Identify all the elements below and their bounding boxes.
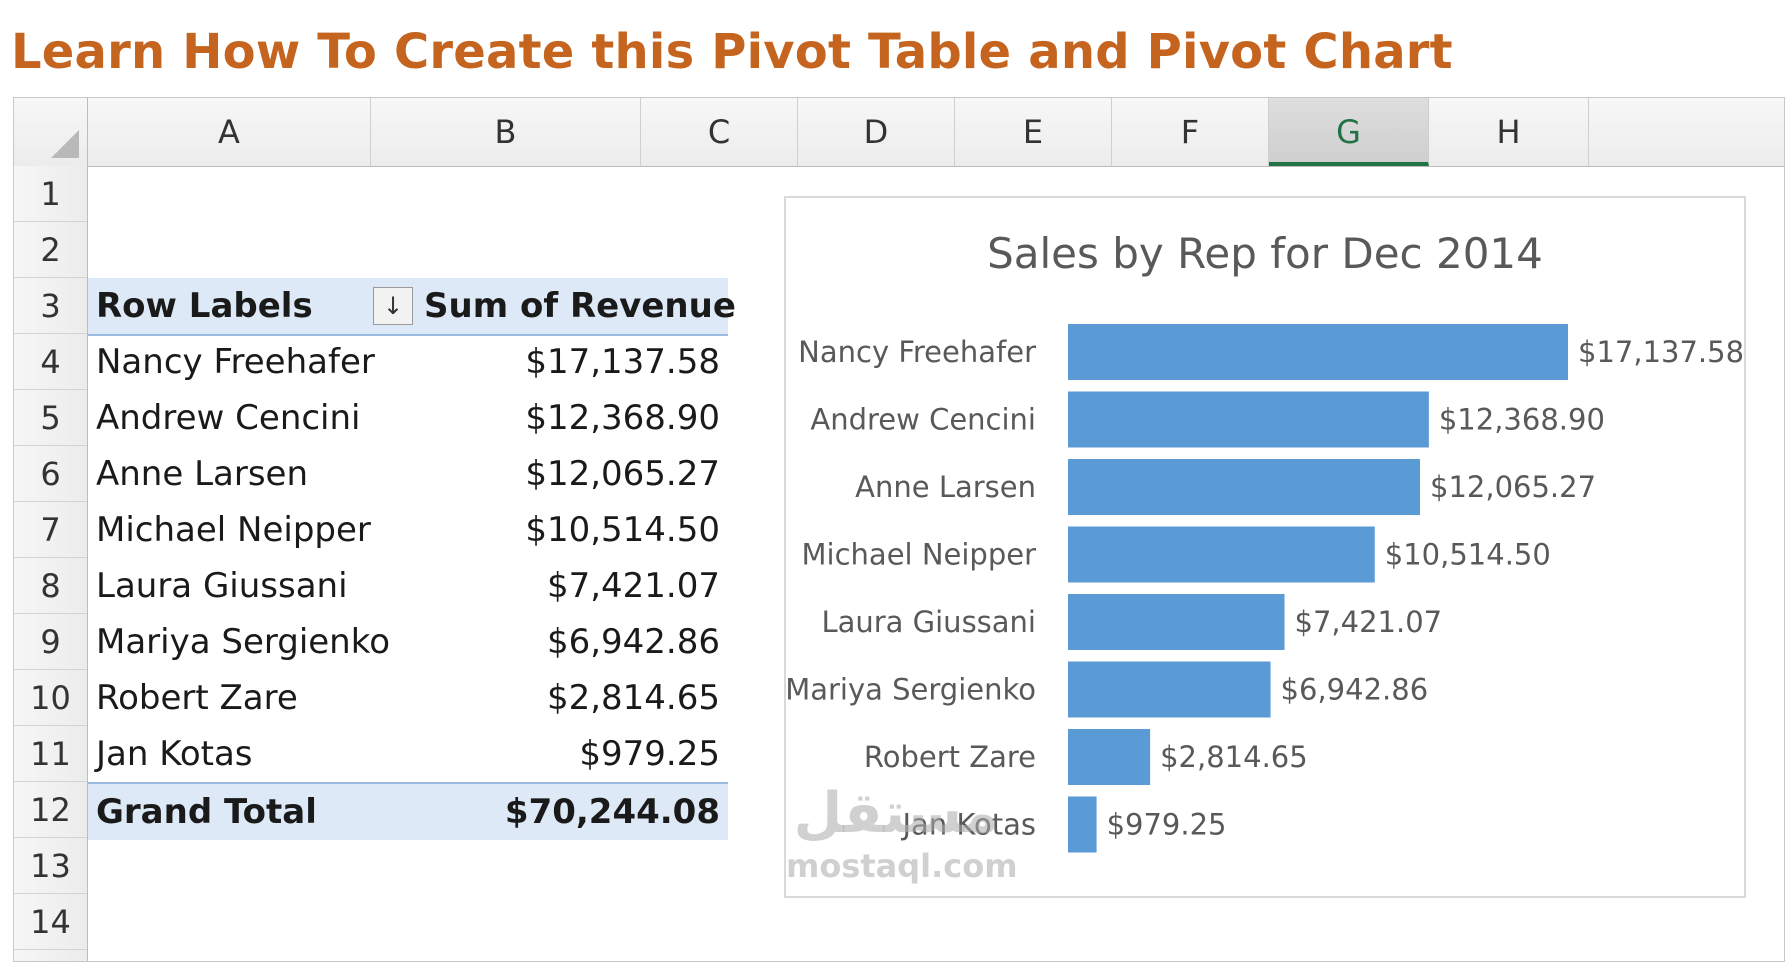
- chart-bar[interactable]: [1068, 729, 1151, 785]
- table-row[interactable]: Robert Zare $2,814.65: [88, 670, 728, 726]
- chart-bar[interactable]: [1068, 526, 1375, 583]
- pivot-row-labels-header[interactable]: Row Labels: [96, 286, 313, 326]
- table-row[interactable]: Andrew Cencini $12,368.90: [88, 390, 728, 446]
- chart-bar[interactable]: [1068, 594, 1285, 650]
- row-header-1[interactable]: 1: [14, 166, 87, 222]
- row-header-2[interactable]: 2: [14, 222, 87, 278]
- pivot-header-row[interactable]: Row Labels ↓ Sum of Revenue: [88, 278, 736, 336]
- column-header-b[interactable]: B: [371, 98, 641, 166]
- pivot-revenue-value: $17,137.58: [525, 342, 720, 382]
- page-title: Learn How To Create this Pivot Table and…: [11, 24, 1453, 80]
- chart-bar[interactable]: [1068, 796, 1097, 853]
- pivot-grand-total-label: Grand Total: [96, 792, 317, 832]
- chart-data-label: $2,814.65: [1160, 740, 1308, 774]
- pivot-rep-name: Michael Neipper: [96, 510, 371, 550]
- chart-category-label: Anne Larsen: [855, 470, 1036, 504]
- pivot-revenue-value: $6,942.86: [546, 622, 720, 662]
- chart-category-label: Andrew Cencini: [810, 403, 1036, 437]
- column-header-f[interactable]: F: [1112, 98, 1269, 166]
- pivot-rep-name: Laura Giussani: [96, 566, 348, 606]
- row-header-3[interactable]: 3: [14, 278, 87, 334]
- row-header-11[interactable]: 11: [14, 726, 87, 782]
- column-header-bar: A B C D E F G H: [14, 98, 1784, 167]
- table-row[interactable]: Mariya Sergienko $6,942.86: [88, 614, 728, 670]
- chart-bar[interactable]: [1068, 324, 1568, 380]
- pivot-chart[interactable]: Sales by Rep for Dec 2014 Nancy Freehafer…: [784, 196, 1746, 898]
- pivot-rep-name: Andrew Cencini: [96, 398, 361, 438]
- chart-data-label: $17,137.58: [1578, 335, 1744, 369]
- chart-data-label: $12,065.27: [1430, 470, 1596, 504]
- pivot-revenue-value: $12,368.90: [525, 398, 720, 438]
- select-all-corner[interactable]: [14, 98, 88, 166]
- pivot-chart-svg: Sales by Rep for Dec 2014 Nancy Freehafer…: [786, 229, 1744, 853]
- pivot-rep-name: Anne Larsen: [96, 454, 309, 494]
- pivot-grand-total-row[interactable]: Grand Total $70,244.08: [88, 782, 728, 840]
- chart-category-label: Mariya Sergienko: [786, 673, 1036, 707]
- row-header-8[interactable]: 8: [14, 558, 87, 614]
- row-header-13[interactable]: 13: [14, 838, 87, 894]
- pivot-rep-name: Robert Zare: [96, 678, 298, 718]
- chart-bar[interactable]: [1068, 661, 1271, 718]
- chart-data-label: $979.25: [1107, 808, 1227, 842]
- column-header-d[interactable]: D: [798, 98, 955, 166]
- pivot-sum-of-revenue-header[interactable]: Sum of Revenue: [424, 286, 736, 326]
- row-header-bar: 1 2 3 4 5 6 7 8 9 10 11 12 13 14: [14, 166, 88, 961]
- row-header-5[interactable]: 5: [14, 390, 87, 446]
- chart-data-label: $7,421.07: [1295, 605, 1443, 639]
- column-header-g[interactable]: G: [1269, 98, 1429, 166]
- pivot-revenue-value: $10,514.50: [525, 510, 720, 550]
- select-all-icon: [51, 130, 79, 158]
- pivot-grand-total-value: $70,244.08: [504, 792, 720, 832]
- spreadsheet-grid[interactable]: A B C D E F G H 1 2 3 4 5 6 7 8 9 10 11 …: [13, 97, 1785, 962]
- chart-category-label: Robert Zare: [864, 740, 1036, 774]
- pivot-revenue-value: $979.25: [579, 734, 720, 774]
- pivot-rep-name: Jan Kotas: [96, 734, 253, 774]
- pivot-revenue-value: $12,065.27: [525, 454, 720, 494]
- row-header-6[interactable]: 6: [14, 446, 87, 502]
- chart-category-label: Jan Kotas: [901, 808, 1037, 842]
- row-header-4[interactable]: 4: [14, 334, 87, 390]
- column-header-e[interactable]: E: [955, 98, 1112, 166]
- row-header-12[interactable]: 12: [14, 782, 87, 838]
- chart-data-label: $6,942.86: [1281, 673, 1429, 707]
- column-header-a[interactable]: A: [88, 98, 371, 166]
- table-row[interactable]: Anne Larsen $12,065.27: [88, 446, 728, 502]
- row-header-9[interactable]: 9: [14, 614, 87, 670]
- pivot-rep-name: Nancy Freehafer: [96, 342, 375, 382]
- chart-category-label: Nancy Freehafer: [798, 335, 1036, 369]
- sort-filter-icon[interactable]: ↓: [373, 287, 413, 325]
- column-header-h[interactable]: H: [1429, 98, 1589, 166]
- chart-bar[interactable]: [1068, 459, 1421, 515]
- row-header-14[interactable]: 14: [14, 894, 87, 950]
- watermark-latin: mostaql.com: [786, 847, 1018, 885]
- column-header-c[interactable]: C: [641, 98, 798, 166]
- table-row[interactable]: Jan Kotas $979.25: [88, 726, 728, 782]
- table-row[interactable]: Laura Giussani $7,421.07: [88, 558, 728, 614]
- chart-category-label: Laura Giussani: [821, 605, 1036, 639]
- row-header-7[interactable]: 7: [14, 502, 87, 558]
- row-header-10[interactable]: 10: [14, 670, 87, 726]
- chart-category-label: Michael Neipper: [802, 538, 1037, 572]
- chart-data-label: $10,514.50: [1385, 538, 1551, 572]
- table-row[interactable]: Nancy Freehafer $17,137.58: [88, 334, 728, 390]
- watermark-arabic: مستقل: [793, 781, 999, 846]
- chart-title: Sales by Rep for Dec 2014: [987, 229, 1543, 278]
- watermark: مستقل mostaql.com: [786, 784, 1018, 885]
- table-row[interactable]: Michael Neipper $10,514.50: [88, 502, 728, 558]
- chart-bar[interactable]: [1068, 391, 1429, 448]
- pivot-rep-name: Mariya Sergienko: [96, 622, 391, 662]
- chart-data-label: $12,368.90: [1439, 403, 1605, 437]
- pivot-revenue-value: $7,421.07: [546, 566, 720, 606]
- pivot-revenue-value: $2,814.65: [546, 678, 720, 718]
